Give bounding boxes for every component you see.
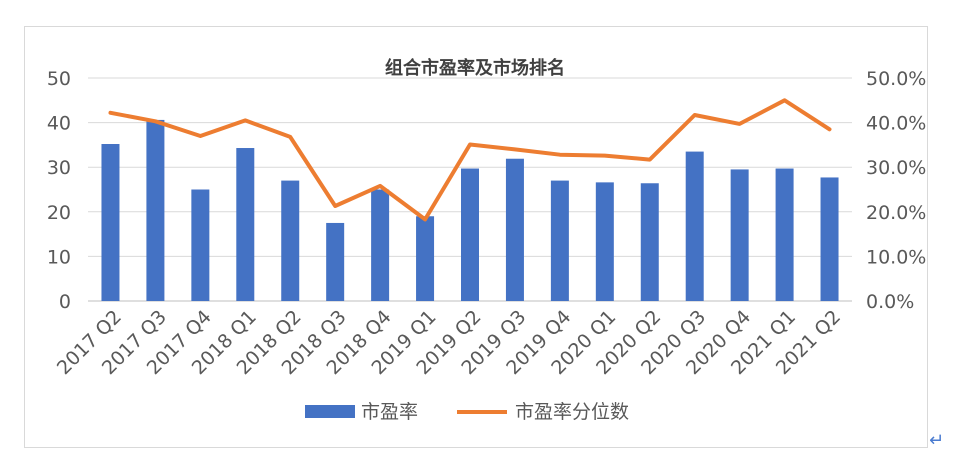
y-right-tick-label: 20.0% bbox=[866, 202, 926, 224]
line-point bbox=[424, 218, 426, 220]
bar bbox=[371, 189, 390, 301]
line-point bbox=[289, 136, 291, 138]
y-left-tick-label: 0 bbox=[59, 291, 71, 313]
bar bbox=[685, 151, 704, 301]
line-series bbox=[108, 98, 832, 222]
bar-series bbox=[101, 119, 839, 301]
line-point bbox=[379, 185, 381, 187]
bar bbox=[730, 169, 749, 301]
bar bbox=[775, 168, 794, 301]
line-point bbox=[829, 128, 831, 130]
line-point bbox=[559, 154, 561, 156]
y-left-tick-label: 50 bbox=[47, 68, 71, 90]
bar bbox=[146, 119, 165, 301]
line-point bbox=[784, 99, 786, 101]
text-cursor-icon: ↵ bbox=[929, 430, 945, 451]
line-point bbox=[514, 148, 516, 150]
bar bbox=[236, 148, 255, 301]
chart-frame bbox=[24, 26, 928, 448]
bar bbox=[505, 158, 524, 301]
line-point bbox=[604, 155, 606, 157]
legend-label-bar: 市盈率 bbox=[361, 401, 418, 423]
line-point bbox=[154, 120, 156, 122]
y-left-tick-label: 40 bbox=[47, 113, 71, 135]
bar bbox=[326, 222, 345, 301]
y-left-tick-label: 10 bbox=[47, 246, 71, 268]
y-left-tick-label: 30 bbox=[47, 157, 71, 179]
line-point bbox=[694, 114, 696, 116]
bar bbox=[461, 168, 479, 301]
bar bbox=[595, 182, 614, 301]
legend-label-line: 市盈率分位数 bbox=[515, 401, 629, 423]
line-point bbox=[739, 123, 741, 125]
line-point bbox=[199, 135, 201, 137]
legend-swatch-bar bbox=[305, 405, 355, 418]
line-point bbox=[244, 119, 246, 121]
line-point bbox=[649, 159, 651, 161]
bar bbox=[281, 180, 300, 301]
legend: 市盈率 市盈率分位数 bbox=[305, 401, 629, 423]
line-point bbox=[109, 112, 111, 114]
y-axis-right: 0.0% 10.0% 20.0% 30.0% 40.0% 50.0% bbox=[866, 68, 926, 313]
chart-title: 组合市盈率及市场排名 bbox=[385, 57, 565, 79]
y-right-tick-label: 0.0% bbox=[866, 291, 914, 313]
y-axis-left: 0 10 20 30 40 50 bbox=[47, 68, 71, 313]
bar bbox=[416, 216, 435, 301]
y-left-tick-label: 20 bbox=[47, 202, 71, 224]
line-point bbox=[334, 205, 336, 207]
line-point bbox=[469, 143, 471, 145]
y-right-tick-label: 40.0% bbox=[866, 113, 926, 135]
bar bbox=[640, 183, 659, 301]
bar bbox=[550, 180, 569, 301]
y-right-tick-label: 50.0% bbox=[866, 68, 926, 90]
bar bbox=[101, 144, 120, 301]
y-right-tick-label: 10.0% bbox=[866, 246, 926, 268]
y-right-tick-label: 30.0% bbox=[866, 157, 926, 179]
bar bbox=[191, 189, 210, 301]
bar bbox=[820, 177, 839, 301]
